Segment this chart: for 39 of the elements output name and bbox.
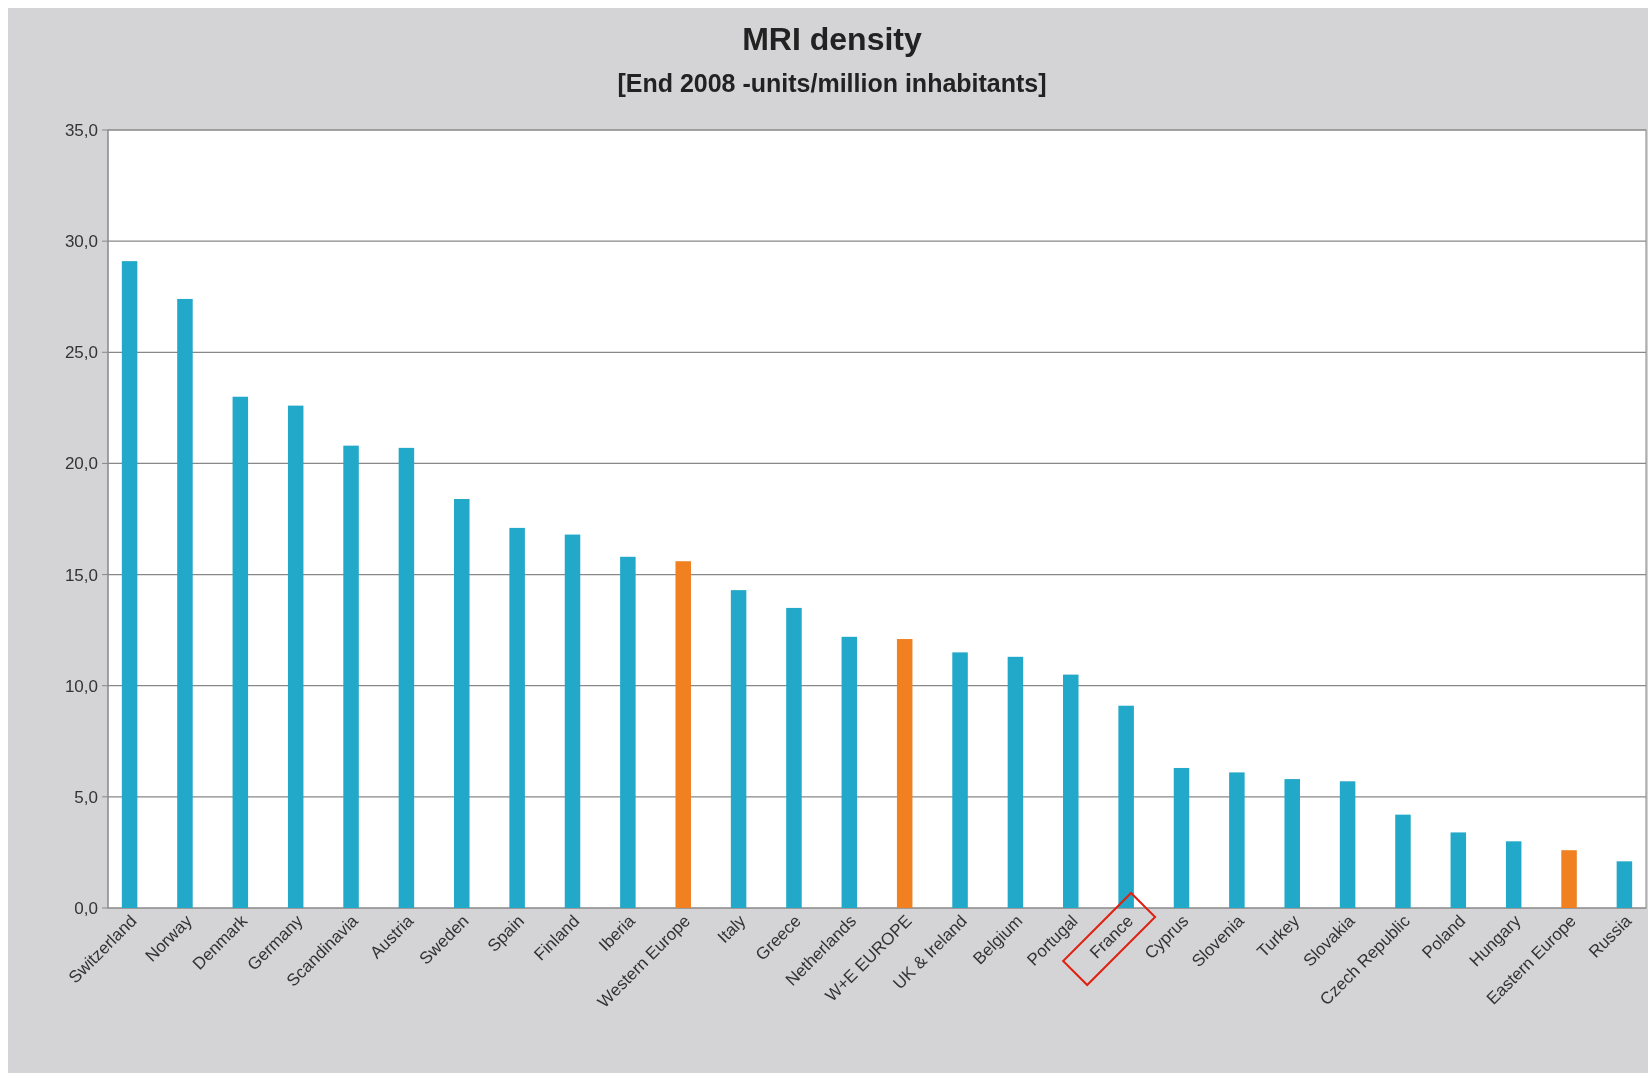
bar <box>786 607 802 908</box>
y-tick-label: 25,0 <box>64 343 98 363</box>
bar <box>1395 814 1411 908</box>
chart-subtitle: [End 2008 -units/million inhabitants] <box>617 69 1047 97</box>
bar <box>1007 656 1024 908</box>
bar <box>1450 832 1467 908</box>
y-tick-label: 10,0 <box>64 676 98 696</box>
bar <box>952 652 968 908</box>
bar <box>1063 674 1079 908</box>
y-tick-label: 30,0 <box>64 232 98 252</box>
bar <box>398 447 415 908</box>
bar <box>1505 841 1522 908</box>
bar <box>841 636 858 908</box>
bar <box>896 639 913 908</box>
x-tick-label: Italy <box>713 911 750 947</box>
bar <box>675 561 691 908</box>
bar <box>1118 705 1134 908</box>
bar <box>730 590 747 908</box>
y-tick-label: 5,0 <box>74 787 98 807</box>
bar <box>620 556 636 908</box>
bar <box>1616 861 1633 908</box>
bar <box>1339 781 1356 908</box>
bar <box>1173 767 1190 908</box>
chart-title: MRI density <box>742 21 922 57</box>
y-tick-label: 35,0 <box>64 120 98 140</box>
bar <box>343 445 359 908</box>
y-tick-label: 15,0 <box>64 565 98 585</box>
bar <box>1229 772 1245 908</box>
bar <box>1284 779 1300 908</box>
bar <box>454 498 470 908</box>
bar <box>121 261 138 908</box>
bar <box>232 396 249 908</box>
y-tick-label: 20,0 <box>64 454 98 474</box>
y-tick-label: 0,0 <box>74 898 98 918</box>
bar <box>564 534 581 908</box>
bar <box>509 527 525 908</box>
bar <box>287 405 304 908</box>
bar <box>177 298 193 908</box>
bar <box>1561 850 1577 908</box>
